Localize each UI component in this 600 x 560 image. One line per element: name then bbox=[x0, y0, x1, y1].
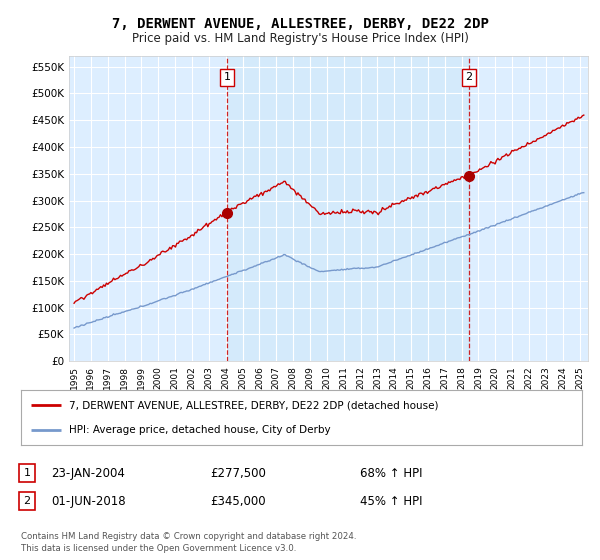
Text: 7, DERWENT AVENUE, ALLESTREE, DERBY, DE22 2DP: 7, DERWENT AVENUE, ALLESTREE, DERBY, DE2… bbox=[112, 17, 488, 31]
Text: 01-JUN-2018: 01-JUN-2018 bbox=[51, 494, 125, 508]
Text: 7, DERWENT AVENUE, ALLESTREE, DERBY, DE22 2DP (detached house): 7, DERWENT AVENUE, ALLESTREE, DERBY, DE2… bbox=[68, 400, 438, 410]
Text: 2: 2 bbox=[23, 496, 31, 506]
Text: 68% ↑ HPI: 68% ↑ HPI bbox=[360, 466, 422, 480]
Text: 2: 2 bbox=[465, 72, 472, 82]
Text: 1: 1 bbox=[23, 468, 31, 478]
Text: 23-JAN-2004: 23-JAN-2004 bbox=[51, 466, 125, 480]
Text: This data is licensed under the Open Government Licence v3.0.: This data is licensed under the Open Gov… bbox=[21, 544, 296, 553]
Text: 45% ↑ HPI: 45% ↑ HPI bbox=[360, 494, 422, 508]
Text: 1: 1 bbox=[223, 72, 230, 82]
Text: Price paid vs. HM Land Registry's House Price Index (HPI): Price paid vs. HM Land Registry's House … bbox=[131, 32, 469, 45]
Text: HPI: Average price, detached house, City of Derby: HPI: Average price, detached house, City… bbox=[68, 426, 331, 435]
Bar bbox=[227, 56, 469, 361]
Text: £345,000: £345,000 bbox=[210, 494, 266, 508]
Text: Contains HM Land Registry data © Crown copyright and database right 2024.: Contains HM Land Registry data © Crown c… bbox=[21, 532, 356, 541]
Text: £277,500: £277,500 bbox=[210, 466, 266, 480]
